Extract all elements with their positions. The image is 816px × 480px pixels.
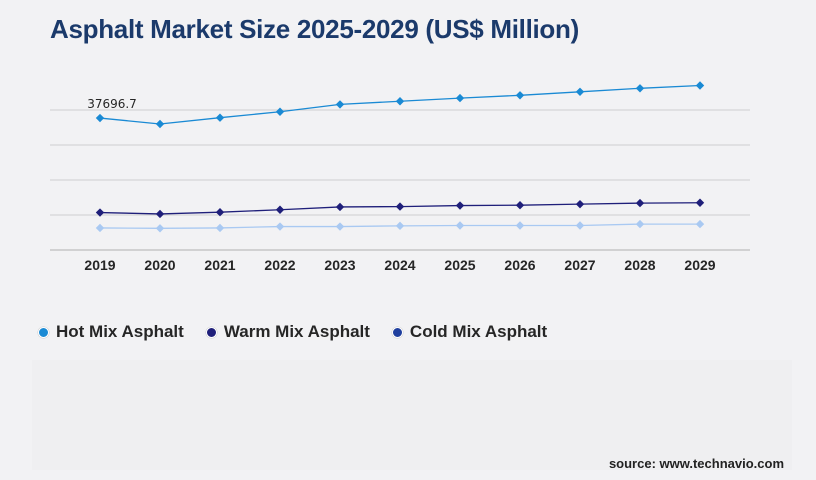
data-point-0	[215, 113, 225, 122]
data-point-1	[275, 205, 285, 214]
x-tick-label: 2026	[504, 257, 535, 273]
data-point-0	[335, 100, 345, 109]
data-point-0	[275, 107, 285, 116]
data-point-0	[575, 87, 585, 96]
data-point-0	[395, 97, 405, 106]
lower-panel	[32, 360, 792, 470]
data-point-2	[395, 221, 405, 231]
data-point-0	[95, 113, 105, 123]
chart-title: Asphalt Market Size 2025-2029 (US$ Milli…	[50, 14, 579, 44]
data-point-1	[515, 201, 525, 210]
line-chart: 2019 2020 2021 2022 2023 2024 2025 2026 2027 2028…	[50, 81, 750, 273]
data-point-1	[155, 209, 165, 219]
legend-label-cold-mix: Cold Mix Asphalt	[409, 322, 548, 341]
data-point-1	[575, 199, 585, 209]
legend-marker-cold-mix	[391, 326, 403, 338]
data-point-2	[515, 221, 525, 230]
data-point-2	[575, 221, 585, 230]
x-tick-label: 2021	[204, 257, 235, 273]
data-point-2	[275, 222, 285, 231]
x-tick-label: 2019	[84, 257, 115, 273]
data-label: 37696.7	[87, 97, 137, 111]
data-point-0	[695, 81, 705, 90]
legend-marker-hot-mix	[38, 326, 49, 338]
chart-legend: Hot Mix Asphalt Warm Mix Asphalt Cold Mi…	[38, 322, 569, 342]
x-tick-label: 2025	[444, 257, 475, 273]
legend-item-hot-mix[interactable]: Hot Mix Asphalt	[38, 322, 184, 342]
x-tick-label: 2028	[624, 257, 655, 273]
x-tick-label: 2029	[684, 257, 715, 273]
data-point-1	[455, 201, 465, 210]
x-tick-label: 2023	[324, 257, 355, 273]
data-point-2	[335, 222, 345, 231]
data-point-1	[215, 208, 225, 217]
data-point-1	[635, 198, 645, 208]
data-point-1	[95, 208, 105, 217]
x-tick-label: 2020	[144, 257, 175, 273]
x-tick-label: 2024	[384, 257, 415, 273]
data-point-2	[215, 223, 225, 233]
data-point-1	[695, 198, 705, 207]
data-point-0	[455, 93, 465, 103]
data-point-1	[395, 202, 405, 211]
data-point-0	[635, 84, 645, 93]
x-tick-label: 2027	[564, 257, 595, 273]
legend-marker-warm-mix	[205, 326, 217, 338]
data-point-0	[155, 119, 165, 129]
data-point-2	[455, 221, 465, 230]
data-point-2	[695, 219, 705, 229]
legend-item-warm-mix[interactable]: Warm Mix Asphalt	[205, 322, 370, 342]
data-point-2	[635, 219, 645, 229]
x-tick-label: 2022	[264, 257, 295, 273]
source-credit: source: www.technavio.com	[608, 456, 784, 471]
legend-label-warm-mix: Warm Mix Asphalt	[223, 322, 370, 341]
data-point-2	[155, 224, 165, 233]
data-point-1	[335, 202, 345, 212]
legend-item-cold-mix[interactable]: Cold Mix Asphalt	[391, 322, 548, 342]
legend-label-hot-mix: Hot Mix Asphalt	[56, 322, 184, 341]
data-point-2	[95, 223, 105, 233]
data-point-0	[515, 91, 525, 100]
